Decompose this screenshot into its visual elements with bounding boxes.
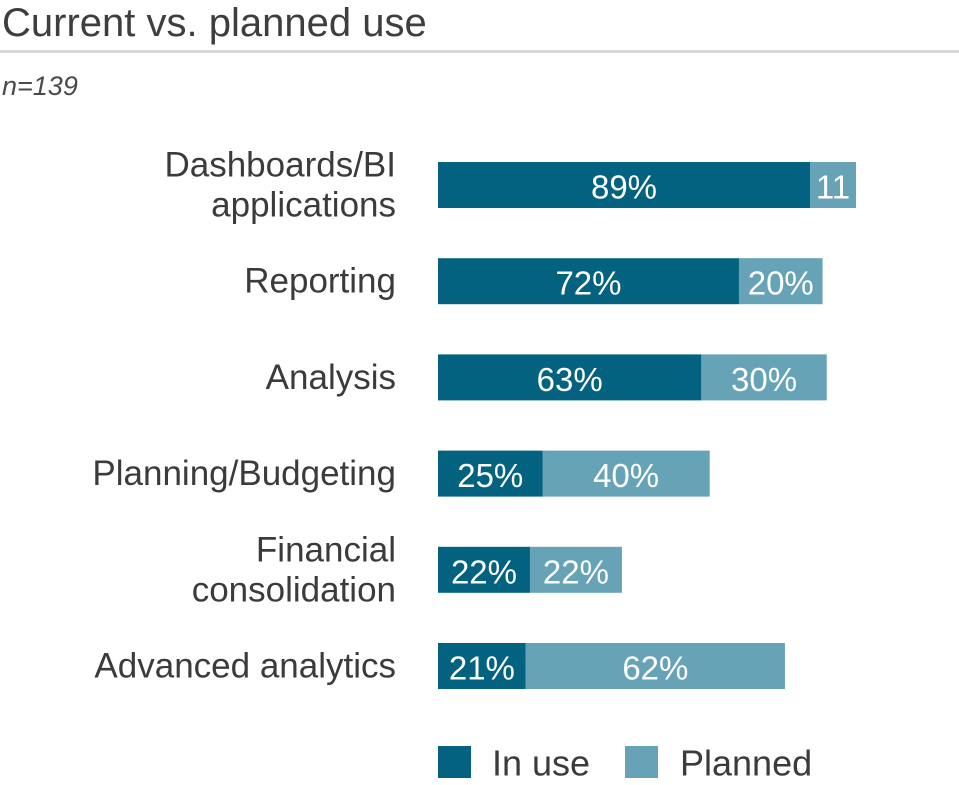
bar-planned [701, 354, 827, 401]
data-label-planned: 40% [593, 457, 659, 494]
bar-in-use [438, 354, 702, 401]
data-label-in-use: 72% [555, 265, 621, 302]
bar-planned [525, 643, 785, 689]
category-label: Financial consolidation [192, 530, 396, 609]
bar-in-use [438, 546, 530, 593]
chart-title: Current vs. planned use [2, 1, 427, 45]
category-label: Advanced analytics [94, 647, 396, 686]
bar-in-use [438, 162, 811, 208]
bar-planned [810, 162, 856, 208]
bar-in-use [438, 450, 543, 497]
bar-planned [529, 546, 622, 593]
data-label-planned: 20% [748, 265, 814, 302]
data-label-planned: 11 [816, 169, 850, 206]
data-label-planned: 30% [731, 361, 797, 398]
category-label: Planning/Budgeting [92, 454, 396, 493]
sample-size-note: n=139 [2, 71, 78, 101]
legend-label-planned: Planned [680, 743, 812, 784]
bar-planned [542, 450, 710, 497]
data-label-in-use: 22% [451, 553, 517, 590]
data-label-in-use: 25% [457, 457, 523, 494]
data-label-in-use: 89% [591, 169, 657, 206]
legend-swatch-planned [625, 746, 658, 778]
bar-in-use [438, 643, 526, 689]
category-label: Dashboards/BI applications [164, 146, 396, 225]
data-label-in-use: 21% [449, 650, 515, 687]
legend-label-in-use: In use [492, 743, 590, 784]
bar-planned [738, 258, 823, 305]
category-label: Reporting [244, 262, 396, 301]
data-label-planned: 62% [622, 650, 688, 687]
data-label-planned: 22% [543, 553, 609, 590]
bar-in-use [438, 258, 739, 305]
category-label: Analysis [266, 358, 396, 397]
data-label-in-use: 63% [537, 361, 603, 398]
legend-swatch-in-use [438, 746, 471, 778]
title-divider [0, 50, 959, 53]
